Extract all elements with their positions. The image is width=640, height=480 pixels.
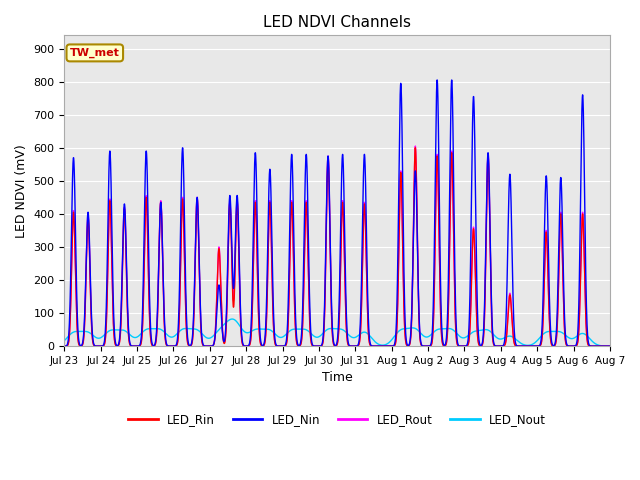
LED_Rout bbox=[407, 329, 415, 335]
LED_Nout bbox=[494, 336, 502, 341]
LED_Rin bbox=[494, 343, 502, 349]
LED_Nout bbox=[606, 343, 614, 349]
LED_Rin bbox=[407, 332, 415, 338]
LED_Nout bbox=[88, 332, 95, 337]
LED_Nout bbox=[61, 338, 68, 344]
LED_Rout bbox=[412, 143, 419, 149]
LED_Nout bbox=[383, 341, 391, 347]
LED_Rin bbox=[412, 145, 419, 151]
LED_Rout bbox=[88, 325, 95, 331]
Line: LED_Rin: LED_Rin bbox=[65, 148, 610, 346]
LED_Rin bbox=[61, 343, 68, 349]
LED_Rout bbox=[494, 343, 502, 349]
LED_Rout bbox=[465, 337, 473, 343]
X-axis label: Time: Time bbox=[322, 372, 353, 384]
LED_Nin bbox=[61, 343, 68, 349]
LED_Rin bbox=[383, 343, 391, 349]
Y-axis label: LED NDVI (mV): LED NDVI (mV) bbox=[15, 144, 28, 238]
Line: LED_Rout: LED_Rout bbox=[65, 146, 610, 346]
LED_Nin bbox=[606, 343, 614, 349]
LED_Nin bbox=[465, 326, 473, 332]
LED_Nout bbox=[258, 326, 266, 332]
LED_Rin bbox=[465, 339, 473, 345]
LED_Nout bbox=[228, 316, 236, 322]
Line: LED_Nin: LED_Nin bbox=[65, 80, 610, 346]
LED_Rin bbox=[88, 328, 95, 334]
LED_Nout bbox=[407, 325, 415, 331]
Title: LED NDVI Channels: LED NDVI Channels bbox=[263, 15, 411, 30]
LED_Nin bbox=[494, 343, 502, 349]
LED_Nin bbox=[88, 321, 95, 326]
LED_Rout bbox=[606, 343, 614, 349]
LED_Nin bbox=[433, 77, 441, 83]
LED_Nout bbox=[465, 332, 473, 338]
LED_Rout bbox=[61, 343, 68, 349]
LED_Rin bbox=[606, 343, 614, 349]
LED_Nin bbox=[407, 327, 415, 333]
Line: LED_Nout: LED_Nout bbox=[65, 319, 610, 346]
LED_Rin bbox=[258, 343, 266, 349]
Legend: LED_Rin, LED_Nin, LED_Rout, LED_Nout: LED_Rin, LED_Nin, LED_Rout, LED_Nout bbox=[124, 408, 551, 431]
LED_Rout bbox=[383, 343, 391, 349]
LED_Nin bbox=[383, 343, 391, 349]
Text: TW_met: TW_met bbox=[70, 48, 120, 58]
LED_Rout bbox=[258, 343, 266, 348]
LED_Nin bbox=[258, 342, 266, 348]
